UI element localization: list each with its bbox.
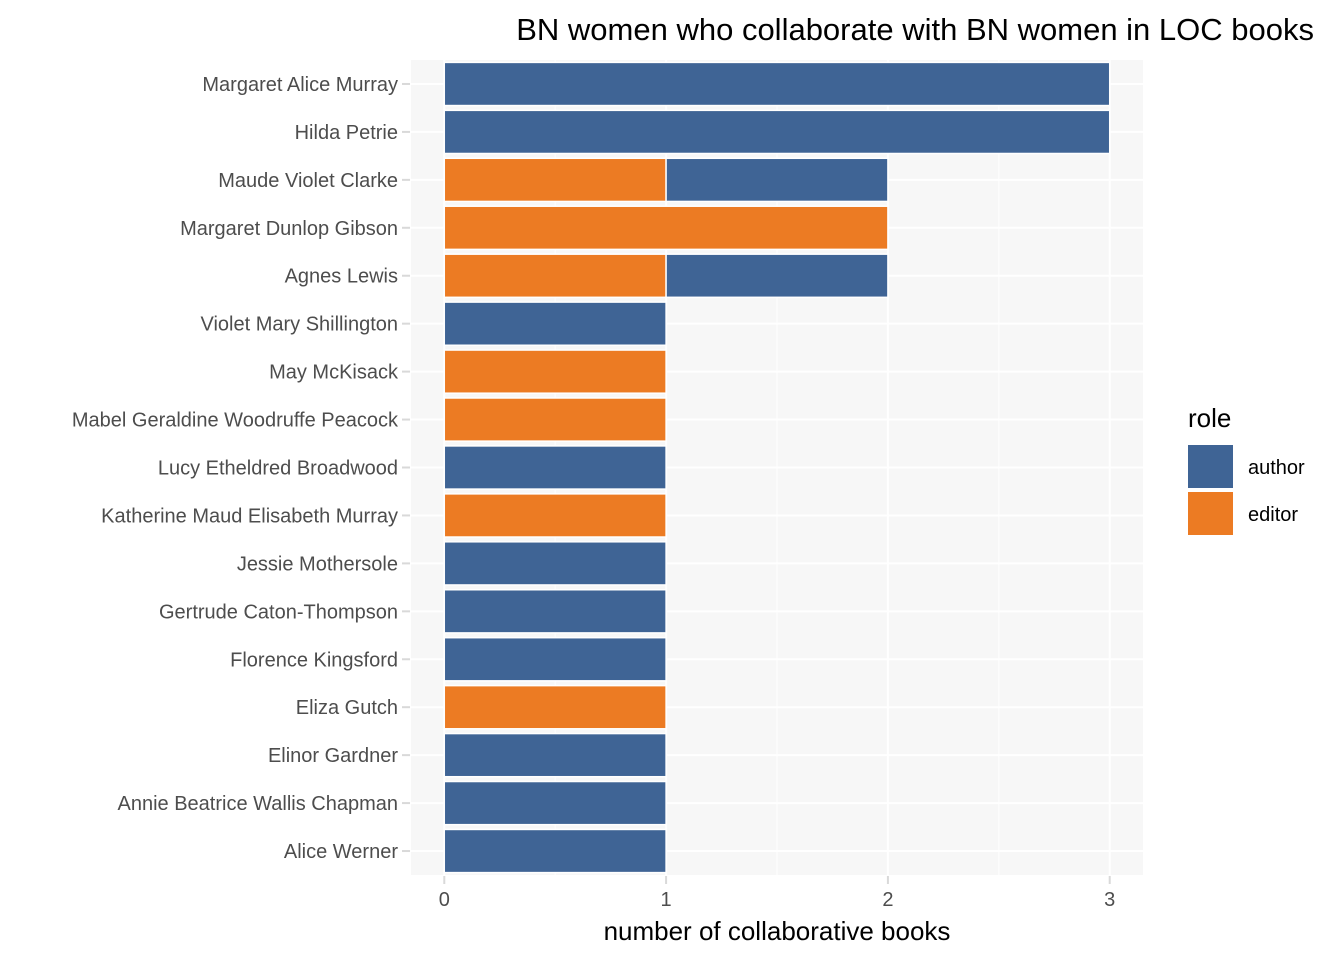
y-tick-label: Margaret Alice Murray	[202, 74, 398, 96]
bar-author	[443, 541, 667, 586]
bar-editor	[443, 349, 667, 394]
y-tick-label: Florence Kingsford	[230, 649, 398, 671]
bar-editor	[443, 253, 667, 299]
y-tick-label: Eliza Gutch	[296, 697, 398, 719]
y-tick-label: Katherine Maud Elisabeth Murray	[101, 505, 398, 527]
y-tick-label: Lucy Etheldred Broadwood	[158, 458, 398, 480]
bar-author	[665, 253, 889, 299]
bar-editor	[443, 157, 667, 203]
y-tick-label: Annie Beatrice Wallis Chapman	[118, 793, 399, 815]
bar-author	[665, 157, 889, 203]
y-tick-label: Maude Violet Clarke	[218, 170, 398, 192]
legend-key-editor	[1188, 492, 1233, 535]
bar-editor	[443, 684, 667, 730]
bar-author	[443, 828, 667, 874]
legend-title: role	[1188, 403, 1231, 433]
bar-author	[443, 636, 667, 682]
y-tick-label: Agnes Lewis	[285, 266, 398, 288]
y-tick-label: Alice Werner	[284, 841, 398, 863]
bar-author	[443, 589, 667, 634]
bar-editor	[443, 205, 889, 251]
x-tick-label: 0	[439, 889, 450, 911]
bar-author	[443, 780, 667, 826]
bar-author	[443, 732, 667, 778]
x-tick-label: 2	[882, 889, 893, 911]
legend-key-author	[1188, 445, 1233, 488]
x-axis-ticks: 0 1 2 3	[439, 876, 1115, 911]
legend: role author editor	[1188, 403, 1305, 535]
y-tick-label: Elinor Gardner	[268, 745, 398, 767]
bar-author	[443, 109, 1111, 155]
y-tick-label: Gertrude Caton-Thompson	[159, 601, 398, 623]
bar-author	[443, 61, 1111, 107]
y-tick-label: May McKisack	[269, 362, 399, 384]
chart-title: BN women who collaborate with BN women i…	[516, 12, 1314, 47]
y-tick-label: Jessie Mothersole	[237, 553, 398, 575]
legend-label-author: author	[1248, 457, 1305, 479]
x-tick-label: 1	[661, 889, 672, 911]
bars	[443, 61, 1111, 874]
y-tick-label: Violet Mary Shillington	[200, 314, 398, 336]
y-tick-label: Hilda Petrie	[295, 122, 398, 144]
legend-label-editor: editor	[1248, 504, 1298, 526]
y-tick-label: Mabel Geraldine Woodruffe Peacock	[72, 410, 399, 432]
x-tick-label: 3	[1104, 889, 1115, 911]
x-axis-title: number of collaborative books	[604, 916, 951, 946]
y-tick-label: Margaret Dunlop Gibson	[180, 218, 398, 240]
bar-author	[443, 445, 667, 490]
bar-editor	[443, 397, 667, 442]
bar-editor	[443, 493, 667, 538]
bar-author	[443, 301, 667, 346]
y-axis-labels: Margaret Alice Murray Hilda Petrie Maude V…	[72, 74, 410, 863]
